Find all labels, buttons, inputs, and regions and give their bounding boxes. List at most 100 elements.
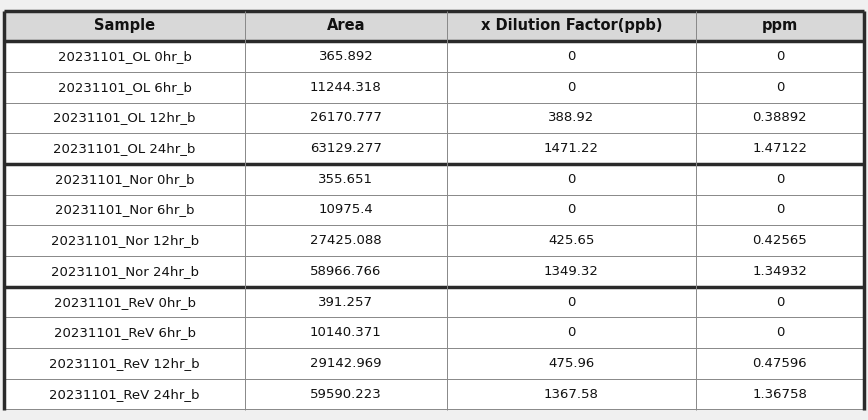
Bar bbox=[447, 348, 696, 379]
Text: 0: 0 bbox=[568, 50, 575, 63]
Text: 0: 0 bbox=[776, 173, 784, 186]
Bar bbox=[4, 72, 245, 102]
Bar bbox=[4, 41, 245, 72]
Bar bbox=[447, 10, 696, 41]
Text: 20231101_Nor 6hr_b: 20231101_Nor 6hr_b bbox=[55, 204, 194, 216]
Bar bbox=[4, 102, 245, 133]
Bar bbox=[245, 226, 447, 256]
Bar bbox=[447, 194, 696, 226]
Bar bbox=[696, 318, 864, 348]
Text: 0.42565: 0.42565 bbox=[753, 234, 807, 247]
Text: 365.892: 365.892 bbox=[319, 50, 373, 63]
Text: 20231101_Nor 24hr_b: 20231101_Nor 24hr_b bbox=[50, 265, 199, 278]
Bar bbox=[245, 133, 447, 164]
Bar bbox=[447, 318, 696, 348]
Text: 11244.318: 11244.318 bbox=[310, 81, 382, 94]
Text: 0: 0 bbox=[776, 204, 784, 216]
Bar bbox=[696, 379, 864, 410]
Text: 1.47122: 1.47122 bbox=[753, 142, 807, 155]
Text: 0: 0 bbox=[776, 81, 784, 94]
Text: Sample: Sample bbox=[94, 18, 155, 33]
Text: x Dilution Factor(ppb): x Dilution Factor(ppb) bbox=[481, 18, 662, 33]
Text: ppm: ppm bbox=[762, 18, 798, 33]
Bar bbox=[245, 72, 447, 102]
Text: 20231101_ReV 0hr_b: 20231101_ReV 0hr_b bbox=[54, 296, 195, 309]
Text: 355.651: 355.651 bbox=[319, 173, 373, 186]
Text: 0.38892: 0.38892 bbox=[753, 111, 807, 124]
Bar bbox=[4, 10, 245, 41]
Bar bbox=[245, 348, 447, 379]
Bar bbox=[245, 41, 447, 72]
Text: 475.96: 475.96 bbox=[549, 357, 595, 370]
Bar bbox=[447, 133, 696, 164]
Text: 0.47596: 0.47596 bbox=[753, 357, 807, 370]
Bar bbox=[4, 379, 245, 410]
Bar bbox=[696, 287, 864, 318]
Text: 58966.766: 58966.766 bbox=[310, 265, 382, 278]
Bar bbox=[696, 41, 864, 72]
Text: 0: 0 bbox=[568, 326, 575, 339]
Text: 20231101_ReV 12hr_b: 20231101_ReV 12hr_b bbox=[49, 357, 200, 370]
Bar bbox=[447, 256, 696, 287]
Bar bbox=[4, 318, 245, 348]
Bar bbox=[696, 133, 864, 164]
Bar bbox=[447, 102, 696, 133]
Text: 1471.22: 1471.22 bbox=[544, 142, 599, 155]
Bar bbox=[696, 226, 864, 256]
Text: 20231101_ReV 24hr_b: 20231101_ReV 24hr_b bbox=[49, 388, 200, 401]
Text: 0: 0 bbox=[568, 81, 575, 94]
Text: 20231101_OL 12hr_b: 20231101_OL 12hr_b bbox=[54, 111, 196, 124]
Text: 0: 0 bbox=[568, 173, 575, 186]
Text: 20231101_OL 24hr_b: 20231101_OL 24hr_b bbox=[54, 142, 196, 155]
Text: 29142.969: 29142.969 bbox=[310, 357, 382, 370]
Text: 20231101_Nor 0hr_b: 20231101_Nor 0hr_b bbox=[55, 173, 194, 186]
Text: 10140.371: 10140.371 bbox=[310, 326, 382, 339]
Bar bbox=[4, 256, 245, 287]
Bar bbox=[4, 348, 245, 379]
Text: 0: 0 bbox=[776, 326, 784, 339]
Bar bbox=[696, 102, 864, 133]
Bar bbox=[696, 348, 864, 379]
Bar bbox=[447, 287, 696, 318]
Text: 63129.277: 63129.277 bbox=[310, 142, 382, 155]
Text: 20231101_Nor 12hr_b: 20231101_Nor 12hr_b bbox=[50, 234, 199, 247]
Bar bbox=[447, 226, 696, 256]
Text: 391.257: 391.257 bbox=[319, 296, 373, 309]
Text: 0: 0 bbox=[568, 204, 575, 216]
Bar bbox=[245, 379, 447, 410]
Bar bbox=[245, 287, 447, 318]
Bar bbox=[245, 318, 447, 348]
Text: Area: Area bbox=[326, 18, 365, 33]
Text: 0: 0 bbox=[568, 296, 575, 309]
Bar bbox=[696, 256, 864, 287]
Bar bbox=[245, 256, 447, 287]
Text: 20231101_OL 6hr_b: 20231101_OL 6hr_b bbox=[57, 81, 192, 94]
Bar bbox=[4, 226, 245, 256]
Text: 26170.777: 26170.777 bbox=[310, 111, 382, 124]
Text: 20231101_ReV 6hr_b: 20231101_ReV 6hr_b bbox=[54, 326, 195, 339]
Text: 1349.32: 1349.32 bbox=[544, 265, 599, 278]
Bar bbox=[4, 194, 245, 226]
Text: 0: 0 bbox=[776, 296, 784, 309]
Text: 1.34932: 1.34932 bbox=[753, 265, 807, 278]
Text: 20231101_OL 0hr_b: 20231101_OL 0hr_b bbox=[57, 50, 192, 63]
Bar bbox=[245, 164, 447, 194]
Bar bbox=[696, 10, 864, 41]
Text: 1.36758: 1.36758 bbox=[753, 388, 807, 401]
Bar bbox=[245, 194, 447, 226]
Bar bbox=[245, 10, 447, 41]
Bar bbox=[696, 164, 864, 194]
Text: 27425.088: 27425.088 bbox=[310, 234, 382, 247]
Text: 1367.58: 1367.58 bbox=[544, 388, 599, 401]
Bar bbox=[4, 287, 245, 318]
Bar bbox=[245, 102, 447, 133]
Bar bbox=[447, 164, 696, 194]
Bar bbox=[4, 133, 245, 164]
Text: 0: 0 bbox=[776, 50, 784, 63]
Text: 10975.4: 10975.4 bbox=[319, 204, 373, 216]
Bar bbox=[447, 379, 696, 410]
Bar bbox=[4, 164, 245, 194]
Bar bbox=[696, 194, 864, 226]
Bar bbox=[447, 41, 696, 72]
Text: 59590.223: 59590.223 bbox=[310, 388, 382, 401]
